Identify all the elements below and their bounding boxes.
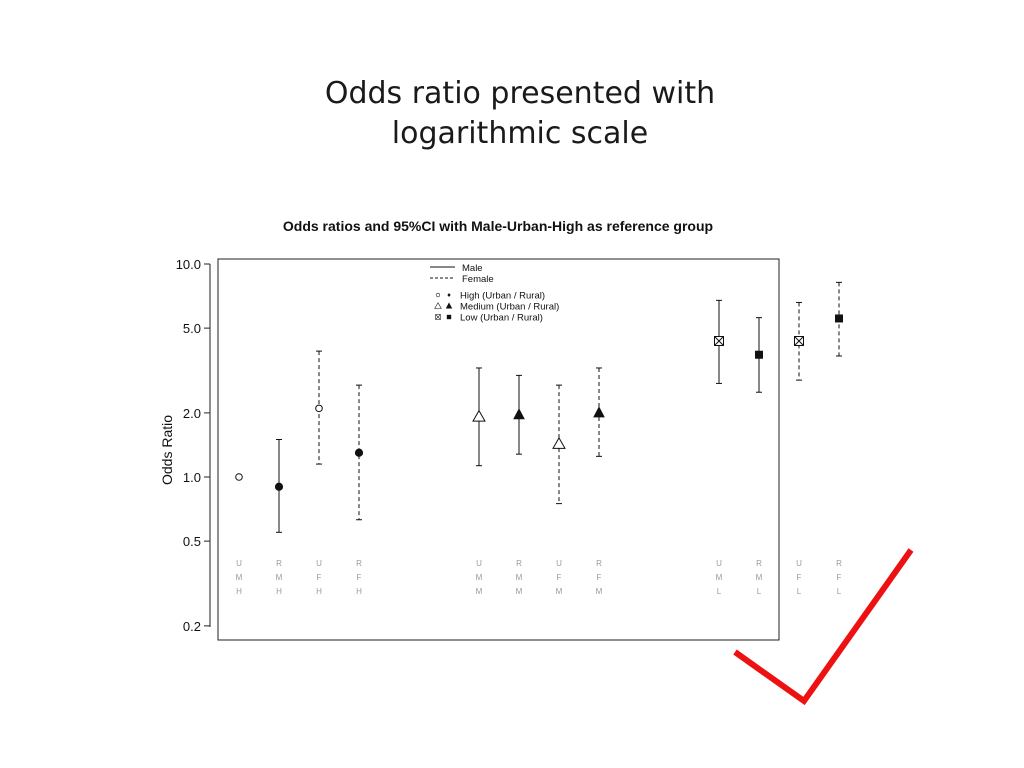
x-code-label: M <box>556 587 563 596</box>
x-code-label: M <box>476 573 483 582</box>
data-point <box>513 374 525 455</box>
plot-frame <box>217 258 780 641</box>
x-code-label: U <box>476 559 482 568</box>
filled-triangle-marker <box>445 302 453 309</box>
x-code-label: U <box>556 559 562 568</box>
crossed-square-line <box>714 336 724 346</box>
x-code-label: F <box>797 573 802 582</box>
filled-circle-marker <box>354 448 364 457</box>
crossed-square-line <box>435 314 441 320</box>
open-triangle-marker <box>472 409 486 422</box>
x-code-label: R <box>356 559 362 568</box>
y-tick-label: 0.5 <box>183 534 201 549</box>
x-code-label: H <box>356 587 362 596</box>
x-code-label: M <box>596 587 603 596</box>
filled-triangle-marker <box>593 406 605 418</box>
y-axis-label: Odds Ratio <box>159 415 175 485</box>
filled-square-marker <box>755 350 763 359</box>
legend-rural-marker <box>445 302 453 309</box>
legend-urban-marker <box>435 292 441 298</box>
x-code-label: U <box>316 559 322 568</box>
x-code-label: M <box>716 573 723 582</box>
open-circle-marker <box>315 404 323 413</box>
y-tick-label: 10.0 <box>176 257 201 272</box>
filled-circle-marker <box>274 482 284 491</box>
crossed-square-marker <box>714 336 724 347</box>
filled-square-marker <box>835 314 843 323</box>
legend-marker-label: Medium (Urban / Rural) <box>460 302 559 313</box>
slide-title-line2: logarithmic scale <box>391 116 649 151</box>
open-circle-marker <box>235 473 243 481</box>
x-code-label: L <box>837 587 842 596</box>
data-point <box>714 299 724 384</box>
open-circle-marker <box>435 292 441 298</box>
data-point <box>274 438 284 533</box>
legend-urban-marker <box>434 302 442 309</box>
x-code-label: M <box>516 573 523 582</box>
legend-line-label: Male <box>462 263 483 274</box>
legend-urban-marker <box>435 314 441 320</box>
x-code-label: H <box>316 587 322 596</box>
x-code-label: L <box>717 587 722 596</box>
x-code-label: F <box>317 573 322 582</box>
slide-title: Odds ratio presented with logarithmic sc… <box>0 74 1024 154</box>
y-tick-label: 1.0 <box>183 470 201 485</box>
legend-marker-label: Low (Urban / Rural) <box>460 313 543 324</box>
y-ticks: 10.0 5.0 2.0 1.0 0.5 0.2 <box>176 257 210 634</box>
data-point <box>315 350 323 465</box>
legend-line-label: Female <box>462 274 494 285</box>
data-point <box>552 384 566 505</box>
x-code-label: L <box>797 587 802 596</box>
x-code-label: F <box>557 573 562 582</box>
open-triangle-marker <box>434 302 442 309</box>
chart-title: Odds ratios and 95%CI with Male-Urban-Hi… <box>283 218 713 234</box>
y-tick-label: 5.0 <box>183 321 201 336</box>
x-code-label: U <box>796 559 802 568</box>
slide-title-line1: Odds ratio presented with <box>324 76 716 111</box>
data-point <box>835 281 843 357</box>
x-code-label: M <box>516 587 523 596</box>
data-point <box>755 317 763 393</box>
x-code-label: R <box>836 559 842 568</box>
x-code-label: R <box>516 559 522 568</box>
crossed-square-marker <box>794 336 804 347</box>
y-tick-label: 0.2 <box>183 619 201 634</box>
x-code-label: L <box>757 587 762 596</box>
x-code-label: R <box>596 559 602 568</box>
x-code-label: R <box>276 559 282 568</box>
x-code-label: U <box>236 559 242 568</box>
data-point <box>472 367 486 467</box>
x-code-label: H <box>276 587 282 596</box>
x-code-label: R <box>756 559 762 568</box>
crossed-square-line <box>794 336 804 346</box>
data-points <box>235 281 843 533</box>
x-code-label: M <box>276 573 283 582</box>
x-code-label: F <box>597 573 602 582</box>
x-code-label: F <box>837 573 842 582</box>
filled-triangle-marker <box>513 408 525 420</box>
x-code-label: M <box>236 573 243 582</box>
filled-square-marker <box>446 314 452 320</box>
x-code-label: M <box>756 573 763 582</box>
data-point <box>354 384 364 521</box>
x-code-label: U <box>716 559 722 568</box>
legend-marker-label: High (Urban / Rural) <box>460 291 545 302</box>
open-triangle-marker <box>552 436 566 449</box>
crossed-square-marker <box>435 314 441 320</box>
data-point <box>794 301 804 381</box>
data-point <box>235 473 243 481</box>
data-point <box>593 367 605 457</box>
x-code-label: H <box>236 587 242 596</box>
legend-rural-marker <box>446 314 452 320</box>
x-code-label: M <box>476 587 483 596</box>
y-tick-label: 2.0 <box>183 406 201 421</box>
x-code-label: F <box>357 573 362 582</box>
